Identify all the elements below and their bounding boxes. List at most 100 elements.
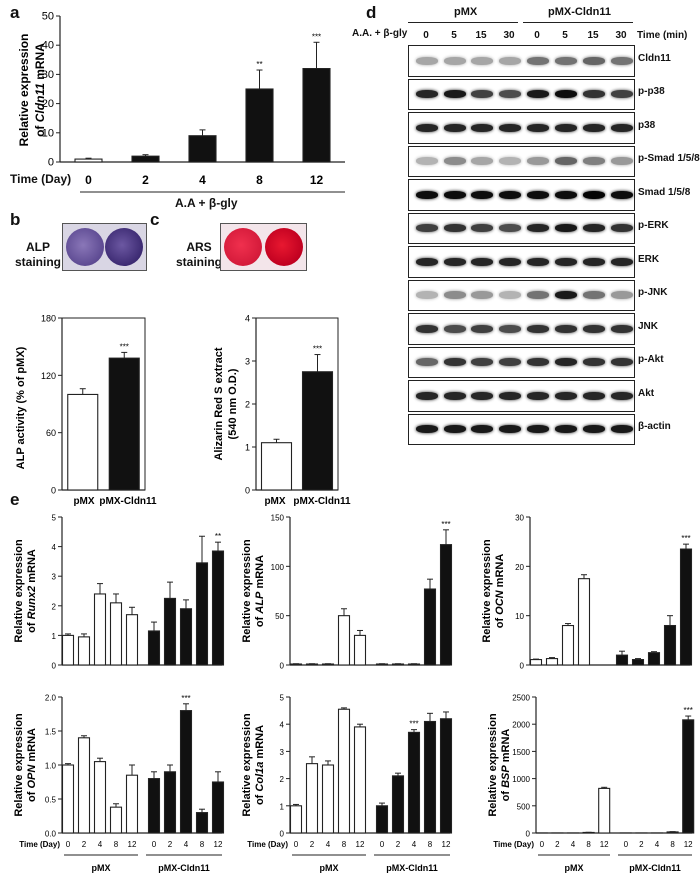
- blot-band: [611, 123, 633, 132]
- bar: [577, 578, 591, 666]
- y-tick-label: 5: [52, 514, 57, 523]
- time-lane-label: 15: [587, 30, 599, 41]
- time-lane-label: 30: [615, 30, 627, 41]
- bar: [245, 88, 274, 163]
- blot-band: [471, 190, 493, 199]
- x-tick-label: 4: [184, 840, 189, 849]
- blot-band: [583, 224, 605, 233]
- y-tick-label: 10: [42, 127, 54, 139]
- bar: [109, 806, 123, 834]
- y-tick-label: 3: [280, 748, 285, 757]
- y-axis-label: Relative expression: [17, 34, 31, 147]
- x-tick-label: 4: [326, 840, 331, 849]
- x-tick-label: 2: [82, 840, 87, 849]
- panel-letter-e: e: [10, 490, 20, 509]
- y-tick-label: 3: [52, 573, 57, 582]
- x-tick-label: 0: [294, 840, 299, 849]
- treatment-label-a: A.A + β-gly: [175, 196, 238, 210]
- significance-mark: ***: [681, 534, 690, 543]
- blot-row: [408, 413, 635, 445]
- bar: [195, 562, 209, 666]
- bar: [321, 764, 335, 834]
- y-tick-label: 4: [245, 314, 250, 324]
- blot-band: [583, 190, 605, 199]
- blot-band: [416, 157, 438, 166]
- x-tick-label: 2: [639, 840, 644, 849]
- y-tick-label: 0: [280, 830, 285, 839]
- blot-band: [471, 157, 493, 166]
- blot-band: [444, 391, 466, 400]
- blot-band: [555, 291, 577, 300]
- y-tick-label: 50: [275, 612, 284, 621]
- plot-frame: [61, 317, 146, 491]
- bar: [109, 602, 123, 666]
- blot-row: [408, 279, 635, 311]
- y-tick-label: 20: [515, 563, 524, 572]
- blot-band: [471, 324, 493, 333]
- bar: [353, 634, 367, 666]
- blot-band: [555, 425, 577, 434]
- ars-stain-line1: ARS: [186, 240, 212, 254]
- bar: [598, 787, 611, 834]
- x-tick-label: 12: [442, 840, 451, 849]
- blot-band: [471, 291, 493, 300]
- y-tick-label: 30: [42, 69, 54, 81]
- chart-e-opn: 0.0 0.5 1.0 1.5 2.0 *** Relative expression of …: [13, 694, 225, 873]
- bar: [93, 761, 107, 834]
- x-tick-label: 12: [214, 840, 223, 849]
- bar: [337, 615, 351, 666]
- y-axis-label: ALP activity (% of pMX): [15, 346, 27, 469]
- blot-row: [408, 45, 635, 77]
- y-tick-label: 0: [520, 662, 525, 671]
- blot-band: [444, 123, 466, 132]
- panel-letter-a: a: [10, 3, 20, 22]
- y-tick-label: 4: [52, 543, 57, 552]
- y-tick-label: 0: [526, 830, 531, 839]
- significance-mark: ***: [441, 520, 450, 529]
- significance-mark: ***: [409, 720, 418, 729]
- blot-band: [611, 291, 633, 300]
- blot-band: [471, 425, 493, 434]
- chart-e-alp: 0 50 100 150 *** Relative expression of ALP mR…: [241, 514, 453, 671]
- y-axis-label: Relative expression: [481, 539, 493, 643]
- bar: [439, 718, 453, 834]
- significance-mark: ***: [684, 706, 693, 715]
- blot-band: [611, 190, 633, 199]
- blot-row: [408, 246, 635, 278]
- time-lane-label: 5: [451, 30, 457, 41]
- y-tick-label: 1.0: [45, 762, 57, 771]
- blot-band: [583, 425, 605, 434]
- bar: [529, 659, 543, 666]
- y-tick-label: 0.5: [45, 796, 57, 805]
- y-tick-label: 1: [280, 802, 285, 811]
- blot-row: [408, 112, 635, 144]
- x-tick-label: 8: [670, 840, 675, 849]
- y-tick-label: 0: [245, 486, 250, 496]
- protein-label: Smad 1/5/8: [638, 186, 691, 198]
- bar: [631, 659, 645, 666]
- blot-band: [555, 90, 577, 99]
- blot-band: [555, 257, 577, 266]
- treatment-label-d: A.A. + β-gly: [352, 28, 408, 39]
- blot-row: [408, 313, 635, 345]
- blot-band: [527, 358, 549, 367]
- panel-letter-b: b: [10, 210, 21, 229]
- y-axis-label: Relative expression: [13, 539, 25, 643]
- y-tick-label: 1.5: [45, 728, 57, 737]
- blot-band: [555, 324, 577, 333]
- y-tick-label: 0: [280, 662, 285, 671]
- blot-band: [555, 157, 577, 166]
- x-tick-label: 8: [428, 840, 433, 849]
- chart-e-ocn: 0 10 20 30 *** Relative expression of OCN mRNA: [481, 514, 693, 671]
- blot-band: [611, 358, 633, 367]
- x-tick-label: 12: [356, 840, 365, 849]
- chart-e-runx2: 0 1 2 3 4 5 ** Relative expression of Runx2 mRNA: [13, 514, 225, 671]
- y-axis-label: Relative expression: [487, 713, 499, 817]
- bar: [682, 719, 695, 834]
- blot-band: [416, 291, 438, 300]
- y-axis-label: Relative expression: [241, 539, 253, 643]
- time-lane-label: 30: [503, 30, 515, 41]
- bar: [179, 608, 193, 666]
- significance-mark: ***: [120, 342, 129, 351]
